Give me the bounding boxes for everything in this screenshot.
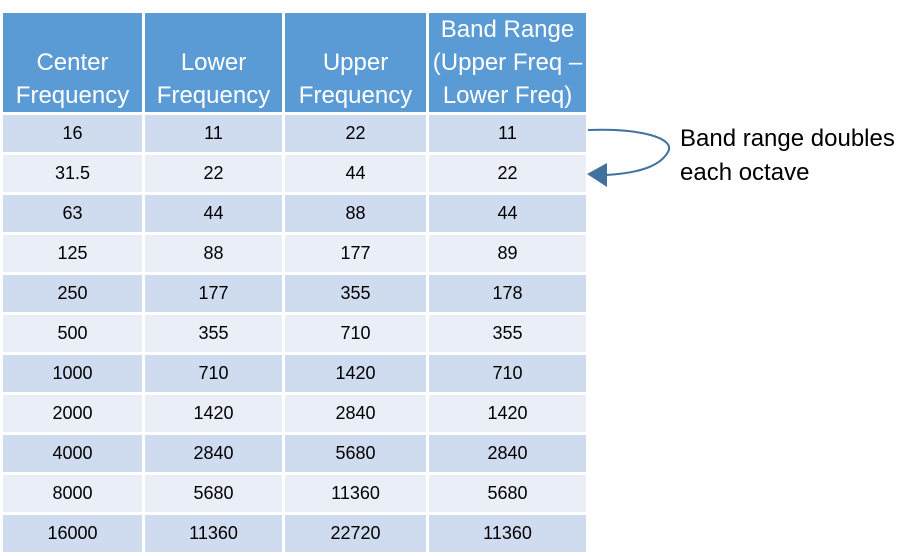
header-row: Center Frequency Lower Frequency Upper F…: [3, 13, 586, 112]
cell-upper-frequency: 1420: [285, 355, 426, 392]
octave-band-table: Center Frequency Lower Frequency Upper F…: [0, 10, 589, 555]
header-line: Frequency: [15, 82, 130, 109]
cell-band-range: 89: [429, 235, 586, 272]
header-line: Band Range: [440, 16, 575, 43]
header-center-frequency: Center Frequency: [3, 13, 142, 112]
cell-upper-frequency: 710: [285, 315, 426, 352]
cell-lower-frequency: 11: [145, 115, 282, 152]
cell-lower-frequency: 1420: [145, 395, 282, 432]
header-lower-frequency: Lower Frequency: [145, 13, 282, 112]
cell-center-frequency: 250: [3, 275, 142, 312]
header-line: Lower: [180, 49, 247, 76]
cell-center-frequency: 63: [3, 195, 142, 232]
header-band-range: Band Range (Upper Freq – Lower Freq): [429, 13, 586, 112]
cell-center-frequency: 31.5: [3, 155, 142, 192]
cell-band-range: 178: [429, 275, 586, 312]
header-line: Frequency: [298, 82, 413, 109]
table-row: 250 177 355 178: [3, 275, 586, 312]
table-row: 63 44 88 44: [3, 195, 586, 232]
cell-center-frequency: 4000: [3, 435, 142, 472]
cell-upper-frequency: 22720: [285, 515, 426, 552]
cell-band-range: 11360: [429, 515, 586, 552]
cell-lower-frequency: 44: [145, 195, 282, 232]
cell-band-range: 5680: [429, 475, 586, 512]
cell-lower-frequency: 5680: [145, 475, 282, 512]
table-row: 16 11 22 11: [3, 115, 586, 152]
cell-center-frequency: 1000: [3, 355, 142, 392]
cell-upper-frequency: 88: [285, 195, 426, 232]
cell-band-range: 22: [429, 155, 586, 192]
header-line: Lower Freq): [442, 82, 573, 109]
cell-lower-frequency: 710: [145, 355, 282, 392]
cell-center-frequency: 125: [3, 235, 142, 272]
table-body: 16 11 22 11 31.5 22 44 22 63 44 88 44 125 88 177 89 250 1…: [3, 115, 586, 552]
cell-upper-frequency: 44: [285, 155, 426, 192]
table-row: 31.5 22 44 22: [3, 155, 586, 192]
cell-center-frequency: 500: [3, 315, 142, 352]
cell-upper-frequency: 11360: [285, 475, 426, 512]
cell-lower-frequency: 88: [145, 235, 282, 272]
cell-lower-frequency: 355: [145, 315, 282, 352]
table-row: 16000 11360 22720 11360: [3, 515, 586, 552]
table-row: 8000 5680 11360 5680: [3, 475, 586, 512]
cell-band-range: 11: [429, 115, 586, 152]
cell-upper-frequency: 22: [285, 115, 426, 152]
cell-lower-frequency: 22: [145, 155, 282, 192]
cell-upper-frequency: 355: [285, 275, 426, 312]
table-row: 1000 710 1420 710: [3, 355, 586, 392]
cell-band-range: 710: [429, 355, 586, 392]
cell-lower-frequency: 11360: [145, 515, 282, 552]
header-line: Upper: [322, 49, 389, 76]
header-upper-frequency: Upper Frequency: [285, 13, 426, 112]
annotation-line: each octave: [680, 159, 810, 186]
cell-band-range: 355: [429, 315, 586, 352]
cell-upper-frequency: 177: [285, 235, 426, 272]
header-line: (Upper Freq –: [432, 49, 583, 76]
annotation-line: Band range doubles: [680, 125, 895, 152]
table-row: 2000 1420 2840 1420: [3, 395, 586, 432]
cell-band-range: 2840: [429, 435, 586, 472]
cell-center-frequency: 16000: [3, 515, 142, 552]
header-line: Center: [36, 49, 109, 76]
arrow-head: [587, 163, 607, 187]
cell-upper-frequency: 2840: [285, 395, 426, 432]
table-row: 4000 2840 5680 2840: [3, 435, 586, 472]
curved-arrow-path: [587, 128, 671, 176]
cell-lower-frequency: 177: [145, 275, 282, 312]
cell-band-range: 44: [429, 195, 586, 232]
cell-center-frequency: 16: [3, 115, 142, 152]
cell-band-range: 1420: [429, 395, 586, 432]
cell-center-frequency: 8000: [3, 475, 142, 512]
table-row: 500 355 710 355: [3, 315, 586, 352]
cell-upper-frequency: 5680: [285, 435, 426, 472]
cell-lower-frequency: 2840: [145, 435, 282, 472]
header-line: Frequency: [156, 82, 271, 109]
cell-center-frequency: 2000: [3, 395, 142, 432]
table-row: 125 88 177 89: [3, 235, 586, 272]
annotation-text: Band range doubles each octave: [680, 122, 895, 190]
